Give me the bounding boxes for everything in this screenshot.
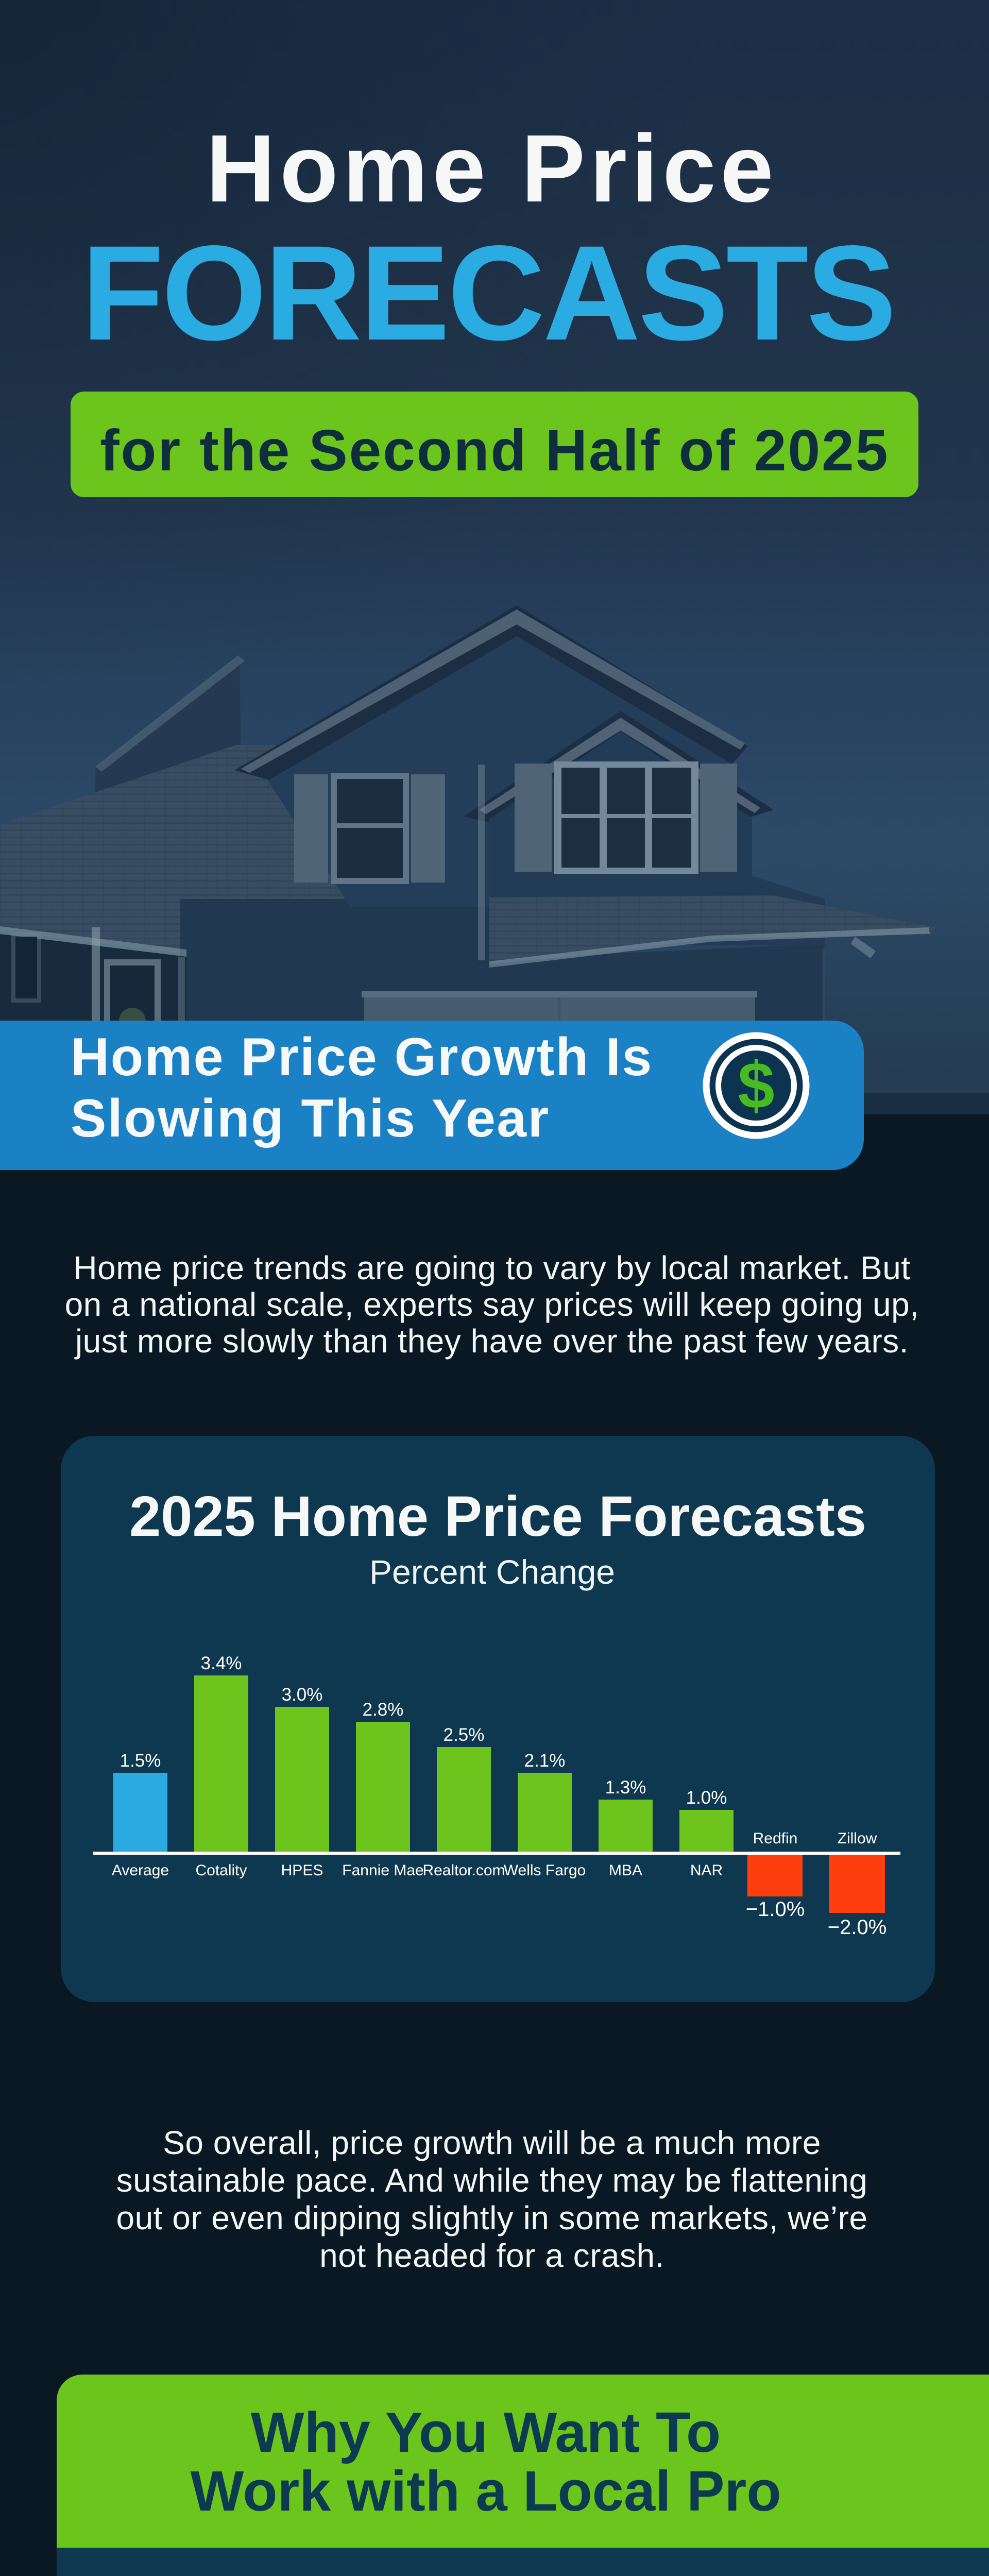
svg-text:$: $ xyxy=(738,1049,774,1123)
